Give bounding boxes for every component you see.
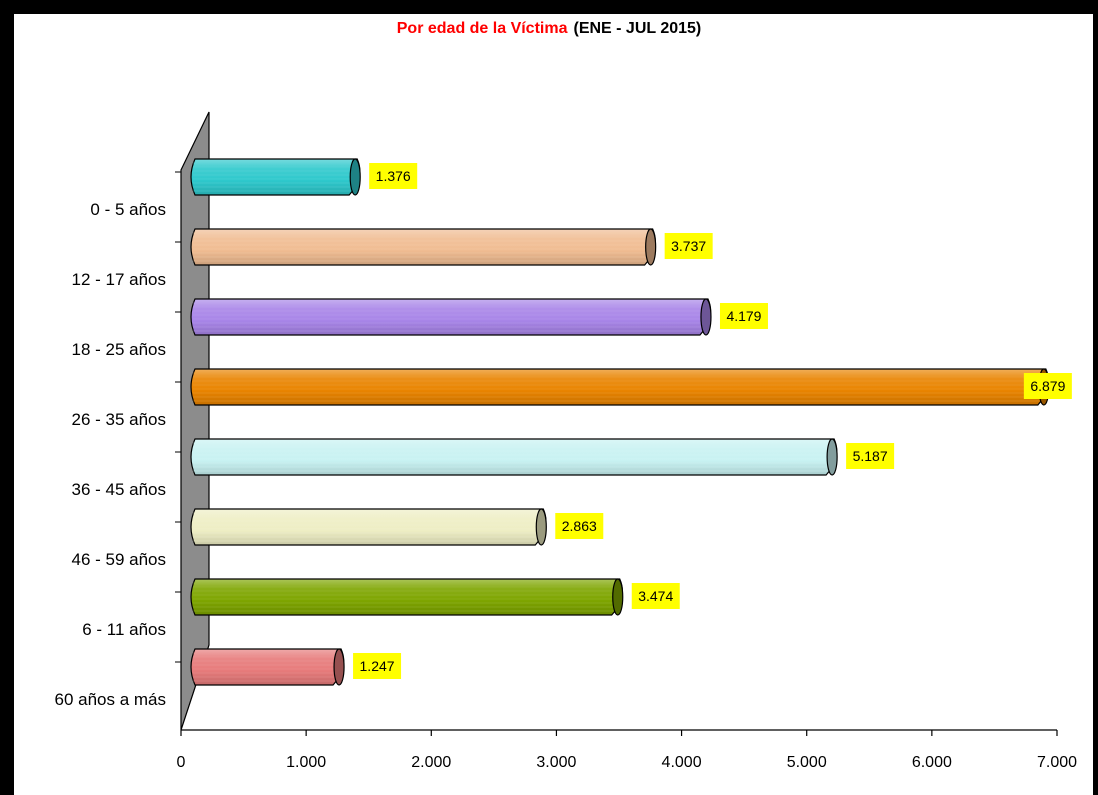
value-label: 3.474 — [638, 588, 673, 604]
value-label-box — [664, 233, 713, 259]
bar-body — [190, 158, 361, 196]
bar-body — [190, 298, 712, 336]
category-label: 26 - 35 años — [71, 410, 166, 429]
category-label: 0 - 5 años — [90, 200, 166, 219]
bar-body — [190, 648, 345, 686]
x-tick-label: 5.000 — [787, 754, 827, 771]
x-tick-label: 4.000 — [662, 754, 702, 771]
bar-body — [190, 508, 547, 546]
chart-title-main: Por edad de la Víctima — [396, 20, 568, 37]
category-label: 6 - 11 años — [82, 620, 166, 639]
bar-end-cap — [612, 578, 624, 616]
bar-end-cap — [535, 508, 547, 546]
value-label: 2.863 — [562, 518, 597, 534]
bar-end-cap — [333, 648, 345, 686]
bar — [190, 578, 624, 616]
value-label-box — [369, 163, 418, 189]
bar-body — [190, 578, 623, 616]
x-tick-label: 1.000 — [286, 754, 326, 771]
value-label: 6.879 — [1030, 378, 1065, 394]
value-label-box — [631, 583, 680, 609]
value-label: 1.247 — [360, 658, 395, 674]
bar-end-cap — [349, 158, 361, 196]
value-label: 1.376 — [376, 168, 411, 184]
bar-end-cap — [645, 228, 657, 266]
x-tick-label: 3.000 — [536, 754, 576, 771]
category-label: 60 años a más — [54, 690, 166, 709]
bar — [190, 368, 1050, 406]
x-tick-label: 2.000 — [411, 754, 451, 771]
bar-body — [190, 368, 1050, 406]
bar-end-cap — [700, 298, 712, 336]
bar — [190, 508, 547, 546]
x-tick-label: 0 — [177, 754, 186, 771]
category-label: 46 - 59 años — [71, 550, 166, 569]
value-label: 4.179 — [726, 308, 761, 324]
value-label: 5.187 — [853, 448, 888, 464]
bar — [190, 298, 712, 336]
category-label: 12 - 17 años — [71, 270, 166, 289]
category-label: 18 - 25 años — [71, 340, 166, 359]
x-tick-label: 6.000 — [912, 754, 952, 771]
bar-body — [190, 228, 656, 266]
chart-title-period: (ENE - JUL 2015) — [573, 20, 702, 37]
bar — [190, 648, 345, 686]
value-label-box — [719, 303, 768, 329]
bar-body — [190, 438, 838, 476]
bar-end-cap — [826, 438, 838, 476]
value-label-box — [353, 653, 402, 679]
chart-side-wall — [180, 111, 210, 731]
value-label-box — [1023, 373, 1072, 399]
bar — [190, 158, 361, 196]
x-tick-label: 7.000 — [1037, 754, 1077, 771]
bar — [190, 228, 657, 266]
value-label: 3.737 — [671, 238, 706, 254]
category-label: 36 - 45 años — [71, 480, 166, 499]
bar — [190, 438, 838, 476]
value-label-box — [846, 443, 895, 469]
value-label-box — [555, 513, 604, 539]
chart-title: Por edad de la Víctima (ENE - JUL 2015) — [0, 20, 1098, 38]
